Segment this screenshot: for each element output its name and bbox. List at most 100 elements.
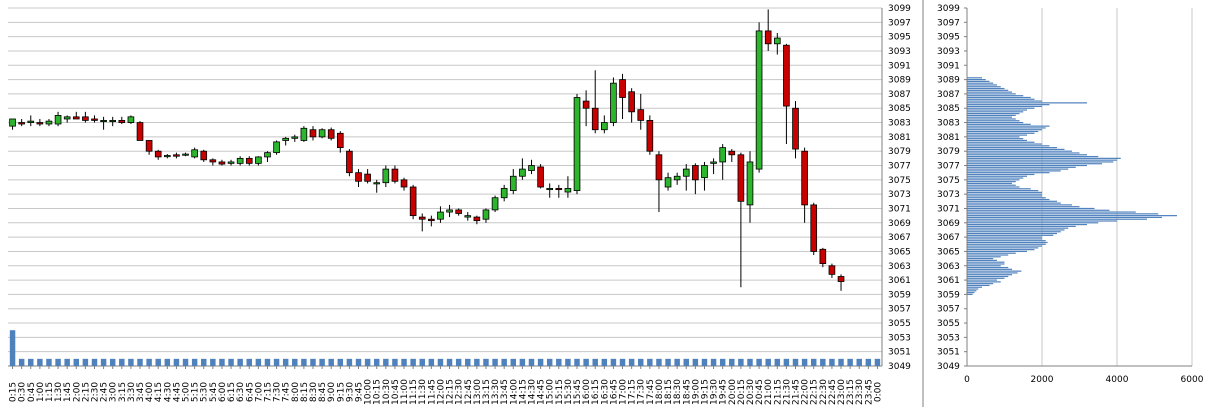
x-tick-label: 1:00 <box>36 382 46 402</box>
profile-bar <box>967 166 1076 168</box>
candle <box>555 184 563 198</box>
candle <box>582 90 590 127</box>
candle-body <box>664 177 672 188</box>
profile-bar <box>967 93 1016 95</box>
profile-bar <box>967 116 1012 118</box>
profile-bar <box>967 283 994 285</box>
x-tick-label: 20:30 <box>746 379 756 405</box>
profile-bar <box>967 247 1039 249</box>
x-tick-label: 10:30 <box>382 379 392 405</box>
candle-body <box>692 165 699 181</box>
profile-bar <box>967 193 1042 195</box>
profile-y-tick-label: 3093 <box>937 47 960 57</box>
volume-bar <box>592 358 598 366</box>
x-tick-label: 7:15 <box>263 382 273 402</box>
candle-body <box>9 118 16 127</box>
candle <box>509 169 517 195</box>
profile-y-tick-label: 3077 <box>937 162 960 172</box>
x-tick-label: 7:45 <box>282 382 292 402</box>
x-tick-label: 20:15 <box>737 379 747 405</box>
profile-bar <box>967 225 1076 227</box>
candle <box>564 176 572 198</box>
candle <box>100 116 107 130</box>
profile-bar <box>967 268 1012 270</box>
candle-body <box>564 188 572 193</box>
candle-body <box>36 122 44 125</box>
profile-bar <box>967 86 1001 88</box>
volume-bar <box>492 358 498 366</box>
volume-bar <box>683 358 689 366</box>
volume-bar <box>164 358 171 366</box>
profile-bar <box>967 281 1001 283</box>
profile-bar <box>967 96 1031 99</box>
volume-bar <box>692 358 699 366</box>
candle-body <box>209 159 217 163</box>
candle-body <box>582 100 590 109</box>
volume-bar <box>865 358 872 366</box>
volume-bar <box>628 358 635 366</box>
x-tick-label: 12:45 <box>464 379 474 405</box>
profile-y-axis: 3049 3051 3053 3055 3057 3059 3061 3063 3065 3067… <box>937 4 967 372</box>
x-tick-label: 2:45 <box>100 382 110 402</box>
profile-bar <box>967 170 1061 172</box>
profile-bar <box>967 227 1069 229</box>
volume-bar <box>820 358 826 366</box>
x-tick-label: 13:00 <box>473 379 483 405</box>
profile-y-tick-label: 3081 <box>937 133 960 143</box>
volume-bar <box>337 358 344 366</box>
candle-body <box>537 166 544 188</box>
x-tick-label: 4:00 <box>145 382 155 402</box>
volume-bar <box>292 358 298 366</box>
volume-bar <box>355 358 362 366</box>
y-tick-label: 3077 <box>888 162 911 172</box>
profile-bar <box>967 272 1018 274</box>
volume-bar <box>37 358 43 366</box>
profile-bar <box>967 181 1016 183</box>
y-tick-label: 3091 <box>888 61 911 71</box>
profile-bar <box>967 130 1039 133</box>
volume-bar <box>474 358 480 366</box>
candle-body <box>145 140 153 152</box>
y-tick-label: 3051 <box>888 348 911 358</box>
candle <box>327 127 335 141</box>
candle-body <box>273 141 280 154</box>
profile-bar <box>967 232 1057 235</box>
profile-bar <box>967 150 1072 152</box>
profile-y-tick-label: 3049 <box>937 362 960 372</box>
profile-y-tick-label: 3055 <box>937 319 960 329</box>
x-tick-label: 6:15 <box>227 382 237 402</box>
x-tick-label: 5:15 <box>191 382 201 402</box>
x-tick-label: 8:15 <box>300 382 310 402</box>
profile-bar <box>967 218 1147 220</box>
profile-bar <box>967 198 1050 201</box>
volume-bar <box>610 358 617 366</box>
volume-bar <box>91 358 98 366</box>
volume-bar <box>583 358 589 366</box>
profile-bar <box>967 145 1050 147</box>
candle-body <box>318 129 326 138</box>
candle <box>145 140 153 155</box>
candle <box>255 156 262 166</box>
profile-bar <box>967 139 1027 142</box>
candle-body <box>200 150 208 161</box>
candle-body <box>245 157 253 164</box>
profile-bar <box>967 275 1009 278</box>
candle-body <box>509 175 517 191</box>
profile-bar <box>967 254 1009 256</box>
volume-bar <box>346 358 353 366</box>
candle <box>701 161 708 191</box>
candle-body <box>182 153 189 156</box>
volume-bars <box>9 330 881 366</box>
volume-bar <box>100 358 107 366</box>
candle <box>573 93 581 195</box>
candle <box>710 158 717 175</box>
profile-y-tick-label: 3071 <box>937 204 960 214</box>
candle-body <box>519 168 526 177</box>
volume-bar <box>255 358 262 366</box>
profile-bar <box>967 155 1099 158</box>
x-tick-label: 20:45 <box>755 379 765 405</box>
candle <box>82 111 89 123</box>
candle-body <box>737 154 745 202</box>
y-tick-label: 3059 <box>888 290 911 300</box>
